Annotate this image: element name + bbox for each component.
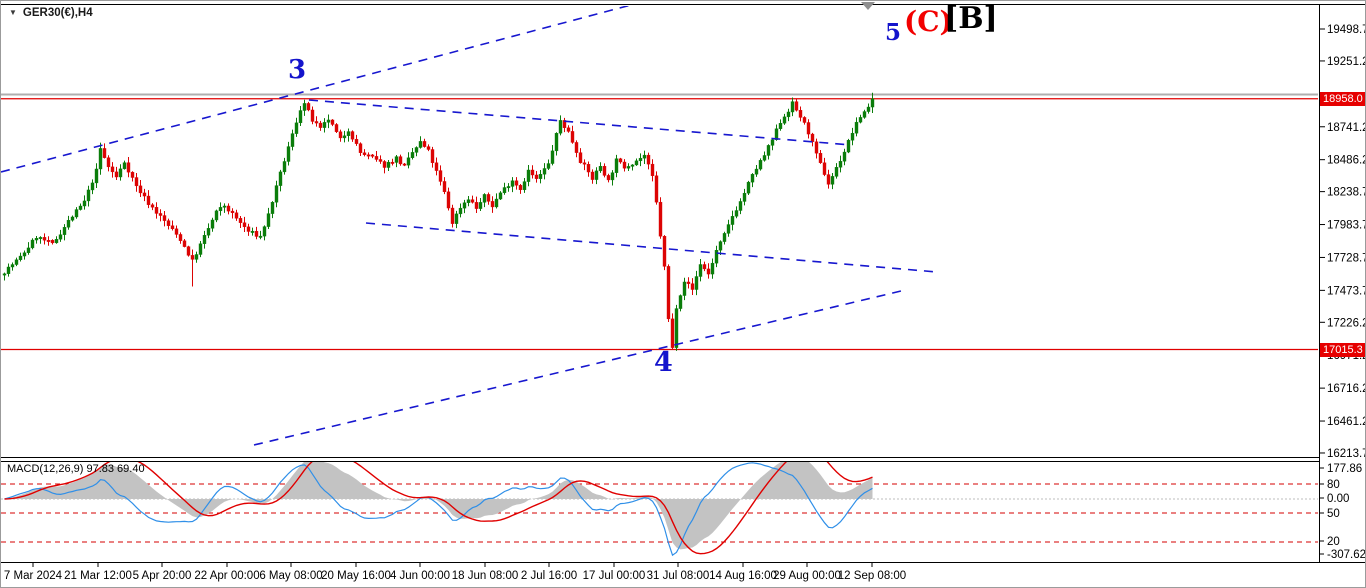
macd-tick-label: 177.86 (1327, 463, 1362, 475)
date-tick-label: 21 Mar 12:00 (64, 570, 132, 582)
date-tick-label: 12 Sep 08:00 (838, 570, 906, 582)
trendline-3[interactable] (365, 222, 938, 273)
date-tick-label: 14 Aug 16:00 (709, 570, 777, 582)
date-tick-label: 18 Jun 08:00 (452, 570, 519, 582)
price-tick-label: 16461.2 (1327, 416, 1366, 428)
chart-shift-marker-icon[interactable] (861, 2, 875, 10)
trendlines[interactable] (1, 1, 938, 446)
wave-label-C[interactable]: (C) (904, 5, 953, 38)
macd-tick-label: 0.00 (1327, 493, 1349, 505)
macd-axis[interactable]: 177.86 80 0.00 50 20-307.62 (1319, 463, 1366, 561)
date-tick-label: 2 Jul 16:00 (521, 570, 577, 582)
date-tick-label: 22 Apr 00:00 (194, 570, 259, 582)
price-tick-label: 17728.7 (1327, 252, 1366, 264)
price-axis[interactable]: 19498.7 19251.2 18741.2 18486.2 18238.7 17983… (1319, 24, 1366, 460)
wave-label-4[interactable]: 4 (654, 347, 673, 378)
current-price-tag[interactable]: 18958.0 (1320, 92, 1365, 106)
symbol-label: ▼ GER30(€),H4 (9, 7, 93, 19)
price-tick-label: 18741.2 (1327, 122, 1366, 134)
horizontal-lines[interactable] (1, 93, 1319, 351)
macd-signal-line (4, 462, 873, 555)
macd-tick-label: -307.62 (1327, 549, 1366, 561)
price-tick-label: 17473.7 (1327, 285, 1366, 297)
wave-label-5[interactable]: 5 (885, 19, 902, 46)
date-tick-label: 17 Jul 00:00 (583, 570, 646, 582)
price-tick-label: 16716.2 (1327, 383, 1366, 395)
one-click-dropdown-icon[interactable]: ▼ (9, 8, 17, 17)
wave-label-B[interactable]: [B] (944, 1, 998, 36)
price-tick-label: 19251.2 (1327, 56, 1366, 68)
price-tick-label: 19498.7 (1327, 24, 1366, 36)
wave-label-3[interactable]: 3 (288, 55, 307, 85)
macd-pane (1, 462, 1318, 557)
date-tick-label: 29 Aug 00:00 (773, 570, 841, 582)
time-axis[interactable]: 7 Mar 2024 21 Mar 12:00 5 Apr 20:00 22 Apr … (4, 562, 906, 582)
date-tick-label: 31 Jul 08:00 (647, 570, 710, 582)
candlestick-series (2, 92, 875, 351)
price-tick-label: 18238.7 (1327, 187, 1366, 199)
macd-tick-label: 50 (1327, 508, 1340, 520)
macd-indicator-label: MACD(12,26,9) 97.83 69.40 (7, 463, 145, 475)
price-tick-label: 16213.7 (1327, 448, 1366, 460)
chart-frame (1, 4, 1365, 563)
trendline-2[interactable] (308, 99, 852, 146)
date-tick-label: 6 May 08:00 (259, 570, 322, 582)
trendline-1[interactable] (1, 1, 646, 173)
trendline-4[interactable] (253, 290, 902, 446)
macd-tick-label: 20 (1327, 536, 1340, 548)
date-tick-label: 20 May 16:00 (321, 570, 391, 582)
macd-fast-line (4, 462, 873, 557)
macd-histogram (1, 462, 873, 550)
date-tick-label: 4 Jun 00:00 (390, 570, 450, 582)
price-tick-label: 18486.2 (1327, 155, 1366, 167)
macd-tick-label: 80 (1327, 479, 1340, 491)
date-tick-label: 7 Mar 2024 (4, 570, 63, 582)
support-price-tag[interactable]: 17015.3 (1320, 343, 1365, 357)
price-tick-label: 17226.2 (1327, 317, 1366, 329)
symbol-timeframe-text: GER30(€),H4 (22, 7, 93, 19)
price-tick-label: 17983.7 (1327, 220, 1366, 232)
date-tick-label: 5 Apr 20:00 (133, 570, 192, 582)
